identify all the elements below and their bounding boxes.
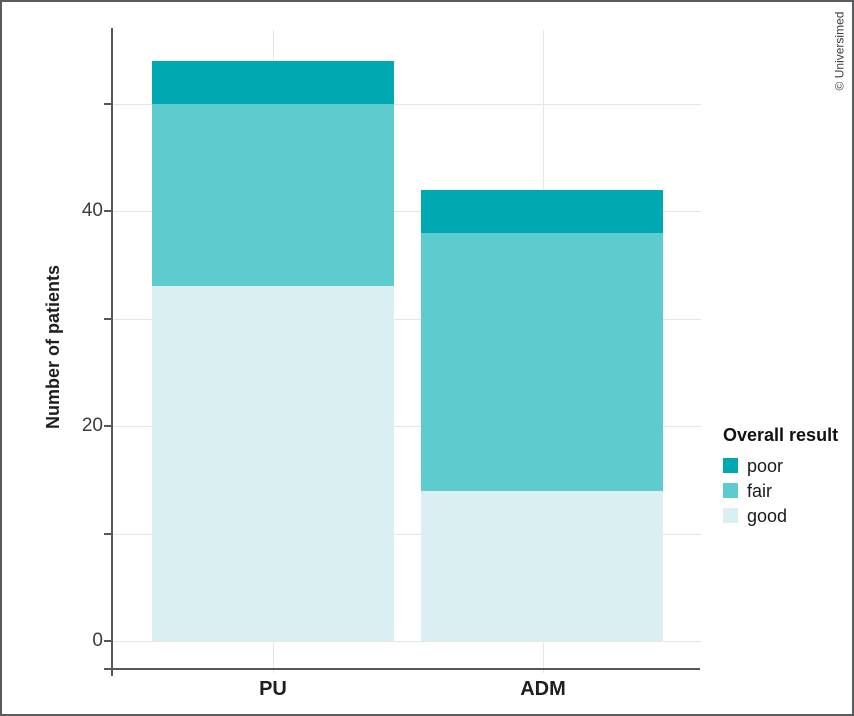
legend-item-label: fair	[747, 480, 773, 501]
horizontal-gridline	[113, 641, 701, 642]
legend-item-good: good	[723, 503, 838, 528]
watermark-text: © Universimed	[832, 11, 847, 91]
y-axis-title: Number of patients	[43, 265, 63, 430]
y-axis-tick	[104, 210, 113, 212]
y-axis-line	[111, 28, 113, 676]
y-tick-label: 40	[81, 200, 103, 221]
y-tick-label: 20	[81, 415, 103, 436]
bar-segment-good-pu	[152, 286, 394, 641]
legend: Overall result poor fair good	[723, 425, 838, 528]
legend-swatch-fair	[723, 483, 738, 498]
x-tick-label-adm: ADM	[520, 678, 566, 700]
x-tick-label-pu: PU	[259, 678, 287, 700]
y-axis-tick	[104, 102, 113, 105]
legend-item-fair: fair	[723, 478, 838, 503]
bar-segment-fair-adm	[421, 232, 663, 491]
horizontal-gridline	[113, 533, 701, 535]
legend-item-label: good	[747, 505, 788, 526]
y-axis-tick	[104, 425, 113, 427]
legend-swatch-good	[723, 508, 738, 523]
horizontal-gridline	[113, 318, 701, 320]
legend-swatch-poor	[723, 458, 738, 473]
y-axis-tick	[104, 640, 113, 642]
horizontal-gridline	[113, 426, 701, 427]
bar-segment-poor-adm	[421, 189, 663, 233]
legend-items: poor fair good	[723, 453, 838, 528]
y-axis-tick	[104, 317, 113, 320]
x-axis-line	[104, 668, 700, 670]
bar-segment-good-adm	[421, 490, 663, 641]
horizontal-gridline	[113, 103, 701, 105]
legend-item-label: poor	[747, 455, 784, 476]
bar-segment-fair-pu	[152, 103, 394, 287]
horizontal-gridline	[113, 211, 701, 212]
y-axis-tick	[104, 532, 113, 535]
legend-item-poor: poor	[723, 453, 838, 478]
y-tick-label: 0	[92, 630, 103, 651]
bar-segment-poor-pu	[152, 60, 394, 104]
legend-title: Overall result	[723, 425, 839, 445]
